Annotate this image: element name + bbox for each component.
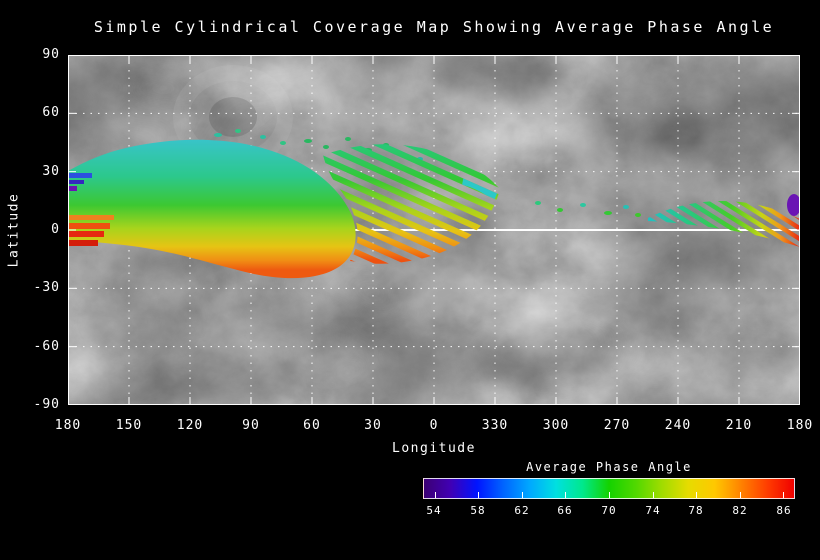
x-tick-label: 240 (664, 418, 692, 433)
x-tick-label: 120 (176, 418, 204, 433)
western-swath (68, 139, 356, 279)
colorbar-gradient (423, 478, 795, 499)
purple-patch (787, 194, 801, 216)
y-tick-label: 60 (42, 105, 60, 120)
y-tick-label: 30 (42, 164, 60, 179)
y-tick-label: -30 (33, 280, 60, 295)
colorbar-tickmark (565, 492, 567, 498)
x-tick-label: 300 (542, 418, 570, 433)
colorbar-tickmark (783, 492, 785, 498)
colorbar-tick-label: 86 (776, 504, 792, 517)
colorbar-tick-label: 66 (557, 504, 573, 517)
y-tick-label: -90 (33, 397, 60, 412)
colorbar-tickmark (609, 492, 610, 498)
y-axis-title: Latitude (6, 192, 22, 268)
y-tick-label: -60 (33, 339, 60, 354)
x-tick-label: 30 (364, 418, 382, 433)
colorbar-tick-label: 62 (514, 504, 530, 517)
chart-title: Simple Cylindrical Coverage Map Showing … (93, 18, 775, 36)
phase-angle-overlay (68, 129, 801, 279)
colorbar-tick-label: 70 (601, 504, 617, 517)
plot-frame (68, 55, 800, 405)
x-tick-label: 270 (603, 418, 631, 433)
x-axis-title: Longitude (392, 441, 476, 456)
colorbar-tick-label: 58 (470, 504, 486, 517)
x-tick-label: 0 (429, 418, 439, 433)
eastern-swath (648, 201, 800, 247)
x-tick-label: 210 (725, 418, 753, 433)
colorbar-tickmark (434, 492, 436, 498)
x-tick-label: 330 (481, 418, 509, 433)
colorbar-tick-label: 54 (426, 504, 442, 517)
colorbar-tickmark (521, 492, 523, 498)
central-scan-fan (323, 144, 500, 264)
colorbar-tickmark (478, 492, 480, 498)
x-tick-label: 180 (786, 418, 814, 433)
colorbar-tick-label: 78 (688, 504, 704, 517)
colorbar-tickmark (652, 492, 654, 498)
x-tick-label: 180 (54, 418, 82, 433)
y-tick-label: 0 (51, 222, 60, 237)
coverage-map (68, 47, 808, 405)
map-plot-area (68, 47, 808, 405)
x-tick-label: 90 (242, 418, 260, 433)
x-tick-label: 150 (115, 418, 143, 433)
x-tick-label: 60 (303, 418, 321, 433)
colorbar-tick-label: 74 (645, 504, 661, 517)
colorbar-tick-label: 82 (732, 504, 748, 517)
fan-cyan-tip (462, 175, 498, 201)
colorbar-title: Average Phase Angle (526, 460, 692, 474)
colorbar-tickmark (696, 492, 698, 498)
colorbar-tickmark (739, 492, 741, 498)
y-tick-label: 90 (42, 47, 60, 62)
